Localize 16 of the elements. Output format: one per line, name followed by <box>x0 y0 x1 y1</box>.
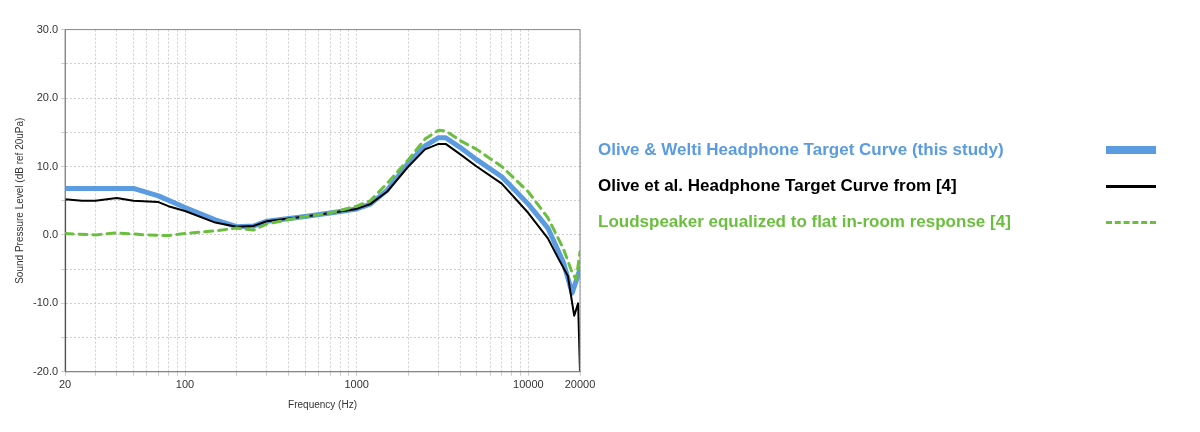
text: Olive & Welti Headphone Target Curve (this study) <box>598 140 1005 160</box>
x-tick-label: 100 <box>175 378 195 391</box>
y-axis-title: Sound Pressure Level (dB ref 20uPa) <box>13 117 25 284</box>
x-tick-label: 20000 <box>564 378 596 391</box>
y-tick-label: 0.0 <box>42 227 59 240</box>
y-tick-label: 30.0 <box>36 22 59 35</box>
text: Olive et al. Headphone Target Curve from [4] <box>598 176 958 196</box>
y-tick-label: -20.0 <box>32 364 59 377</box>
x-tick-label: 20 <box>58 378 72 391</box>
x-axis-title: Frequency (Hz) <box>288 398 357 410</box>
y-tick-label: 20.0 <box>36 91 59 104</box>
series-label: Loudspeaker equalized to flat in-room response [4] <box>598 212 1012 232</box>
y-tick-label: -10.0 <box>32 296 59 309</box>
x-tick-label: 10000 <box>513 378 544 391</box>
x-tick-label: 1000 <box>344 378 369 391</box>
y-tick-label: 10.0 <box>36 159 59 172</box>
